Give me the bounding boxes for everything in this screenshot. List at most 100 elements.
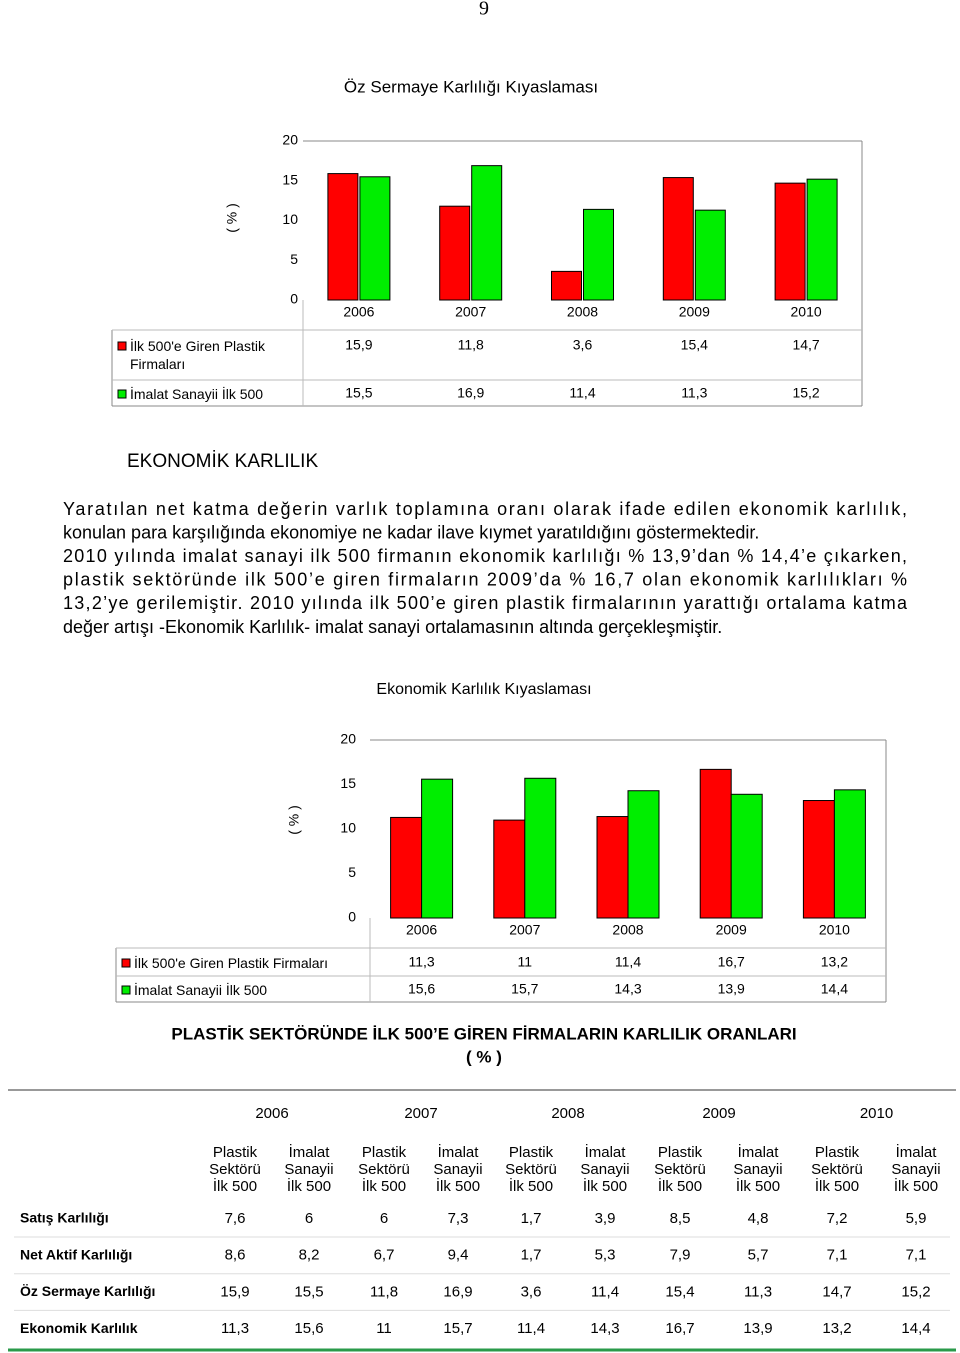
table-row-label: Net Aktif Karlılığı xyxy=(20,1246,132,1262)
chart-title: Öz Sermaye Karlılığı Kıyaslaması xyxy=(344,77,598,96)
table-year: 2007 xyxy=(404,1105,437,1122)
section-title: EKONOMİK KARLILIK xyxy=(127,451,318,472)
table-cell: 5,9 xyxy=(906,1210,927,1227)
data-table-value: 15,6 xyxy=(408,981,435,997)
chart-title: Ekonomik Karlılık Kıyaslaması xyxy=(376,681,591,698)
table-subheader: Sanayii xyxy=(891,1161,940,1178)
table-cell: 3,9 xyxy=(595,1210,616,1227)
bar xyxy=(583,208,614,301)
x-tick-label: 2009 xyxy=(679,304,710,320)
legend-label: İmalat Sanayii İlk 500 xyxy=(134,982,268,998)
table-subheader: İlk 500 xyxy=(213,1177,257,1195)
x-tick-label: 2009 xyxy=(716,922,747,938)
table-subheader: İlk 500 xyxy=(509,1177,553,1195)
bar xyxy=(662,177,694,301)
table-subheader: Plastik xyxy=(213,1144,258,1161)
table-cell: 15,2 xyxy=(901,1283,930,1300)
table-cell: 7,9 xyxy=(670,1247,691,1264)
table-subheader: İmalat xyxy=(585,1143,627,1161)
table-cell: 14,7 xyxy=(822,1283,851,1300)
data-table-value: 15,5 xyxy=(345,385,372,401)
data-table-value: 11,4 xyxy=(615,954,641,970)
table-subheader: Sektörü xyxy=(209,1161,261,1178)
legend-label-box: İmalat Sanayii İlk 500 xyxy=(130,386,264,402)
legend-label-box: İmalat Sanayii İlk 500 xyxy=(134,982,268,998)
legend-label-box: İlk 500'e Giren Plastik Firmaları xyxy=(130,338,265,372)
table-subheader: İlk 500 xyxy=(815,1177,859,1195)
table-cell: 7,2 xyxy=(827,1210,848,1227)
table-title: ( % ) xyxy=(466,1047,502,1066)
table-cell: 11,3 xyxy=(221,1320,249,1337)
table-subheader: Sektörü xyxy=(654,1161,706,1178)
table-cell: 16,9 xyxy=(443,1283,472,1300)
table-cell: 6 xyxy=(380,1210,388,1227)
table-subheader: Plastik xyxy=(509,1144,554,1161)
table-subheader: İlk 500 xyxy=(362,1177,406,1195)
legend-label: İlk 500'e Giren Plastik Firmaları xyxy=(130,338,265,372)
bar xyxy=(774,182,806,301)
legend-label: İmalat Sanayii İlk 500 xyxy=(130,386,264,402)
data-table-value: 16,9 xyxy=(457,385,484,401)
table-subheader: İlk 500 xyxy=(287,1177,331,1195)
data-table-value: 15,7 xyxy=(511,981,538,997)
legend-swatch xyxy=(117,341,127,351)
legend-swatch xyxy=(121,958,131,968)
table-year: 2009 xyxy=(702,1105,735,1122)
table-subheader: Sanayii xyxy=(580,1161,629,1178)
data-table-value: 13,2 xyxy=(821,954,848,970)
table-cell: 14,3 xyxy=(590,1320,619,1337)
table-cell: 11,8 xyxy=(370,1283,398,1300)
table-cell: 9,4 xyxy=(448,1247,469,1264)
paragraph-line: plastik sektöründe ilk 500’e giren firma… xyxy=(63,570,907,590)
x-tick-label: 2007 xyxy=(509,922,540,938)
table-cell: 15,7 xyxy=(443,1320,472,1337)
table-subheader: İlk 500 xyxy=(436,1177,480,1195)
bar xyxy=(471,165,503,301)
table-cell: 4,8 xyxy=(748,1210,769,1227)
y-tick-label: 20 xyxy=(340,731,356,747)
y-tick-label: 15 xyxy=(340,775,356,791)
bar xyxy=(493,819,526,919)
legend-swatch xyxy=(121,985,131,995)
table-row-label: Satış Karlılığı xyxy=(20,1210,109,1226)
data-table-value: 15,2 xyxy=(792,385,819,401)
legend-label: İlk 500'e Giren Plastik Firmaları xyxy=(134,955,329,971)
bar xyxy=(551,270,582,301)
table-cell: 8,2 xyxy=(299,1247,320,1264)
data-table-value: 14,3 xyxy=(614,981,641,997)
data-table-value: 14,7 xyxy=(792,337,819,353)
table-cell: 15,5 xyxy=(294,1283,323,1300)
table-row-label: Ekonomik Karlılık xyxy=(20,1320,138,1336)
table-subheader: İmalat xyxy=(738,1143,780,1161)
table-cell: 7,1 xyxy=(906,1247,927,1264)
table-row-label: Öz Sermaye Karlılığı xyxy=(20,1283,155,1299)
bar xyxy=(694,209,726,301)
data-table-value: 3,6 xyxy=(573,337,593,353)
table-cell: 5,3 xyxy=(595,1247,616,1264)
table-cell: 15,4 xyxy=(665,1283,694,1300)
table-cell: 8,5 xyxy=(670,1210,691,1227)
legend-label-box: İlk 500'e Giren Plastik Firmaları xyxy=(134,955,329,971)
table-subheader: Sektörü xyxy=(811,1161,863,1178)
table-cell: 8,6 xyxy=(225,1247,246,1264)
table-subheader: Sektörü xyxy=(358,1161,410,1178)
table-title: PLASTİK SEKTÖRÜNDE İLK 500’E GİREN FİRMA… xyxy=(171,1024,796,1043)
data-table-value: 11 xyxy=(518,954,533,970)
bar xyxy=(524,777,557,919)
table-subheader: İmalat xyxy=(896,1143,938,1161)
table-subheader: Sanayii xyxy=(433,1161,482,1178)
x-tick-label: 2007 xyxy=(455,304,486,320)
x-tick-label: 2008 xyxy=(567,304,598,320)
table-cell: 11,4 xyxy=(517,1320,545,1337)
table-subheader: İmalat xyxy=(289,1143,331,1161)
bar xyxy=(730,793,763,919)
y-tick-label: 10 xyxy=(282,211,298,227)
bar xyxy=(390,816,423,919)
bar xyxy=(421,778,454,919)
table-cell: 13,9 xyxy=(743,1320,772,1337)
x-tick-label: 2006 xyxy=(406,922,437,938)
paragraph-line: 13,2’ye gerilemiştir. 2010 yılında ilk 5… xyxy=(63,593,908,613)
table-subheader: Plastik xyxy=(815,1144,860,1161)
y-tick-label: 20 xyxy=(282,132,298,148)
table-subheader: Plastik xyxy=(362,1144,407,1161)
